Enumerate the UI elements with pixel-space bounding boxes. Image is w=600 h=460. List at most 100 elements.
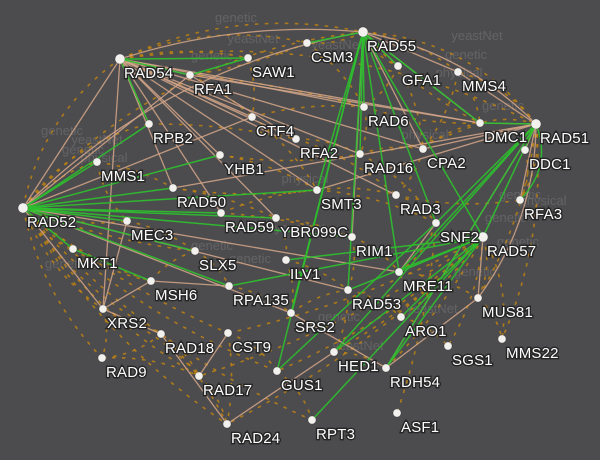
graph-node-MMS1[interactable]	[92, 157, 102, 167]
graph-node-RAD52[interactable]	[17, 202, 29, 214]
edge-type-watermark: yeastNet	[332, 338, 384, 353]
graph-node-ASF1[interactable]	[392, 408, 402, 418]
node-label-ARO1: ARO1	[405, 323, 447, 340]
graph-node-RPB2[interactable]	[144, 119, 154, 129]
node-label-GUS1: GUS1	[281, 377, 323, 394]
graph-node-CTF4[interactable]	[247, 112, 257, 122]
graph-node-RAD16[interactable]	[355, 149, 365, 159]
graph-node-YHB1[interactable]	[215, 150, 225, 160]
node-label-HED1: HED1	[338, 358, 379, 375]
graph-node-RAD17[interactable]	[194, 371, 204, 381]
node-label-RPB2: RPB2	[153, 130, 193, 147]
node-label-SNF2: SNF2	[440, 229, 479, 246]
graph-node-XRS2[interactable]	[98, 304, 108, 314]
graph-node-RAD3[interactable]	[391, 190, 401, 200]
node-label-CSM3: CSM3	[311, 49, 353, 66]
node-layer	[17, 26, 542, 429]
graph-node-YBR099C[interactable]	[271, 213, 281, 223]
graph-node-RAD24[interactable]	[222, 419, 232, 429]
edge-genetic	[479, 118, 537, 125]
node-label-MMS22: MMS22	[506, 345, 559, 362]
edge-genetic	[101, 333, 162, 359]
graph-node-DDC1[interactable]	[520, 145, 530, 155]
graph-node-MRE11[interactable]	[394, 267, 404, 277]
graph-node-RAD6[interactable]	[359, 102, 369, 112]
graph-node-MUS81[interactable]	[473, 293, 483, 303]
graph-node-RIM1[interactable]	[347, 232, 357, 242]
graph-node-SNF2[interactable]	[431, 218, 441, 228]
node-label-SAW1: SAW1	[252, 64, 295, 81]
edge-genetic	[101, 308, 108, 359]
graph-node-RAD54[interactable]	[114, 53, 126, 65]
graph-node-RAD18[interactable]	[156, 329, 166, 339]
node-label-RAD3: RAD3	[400, 201, 441, 218]
graph-node-GFA1[interactable]	[393, 61, 403, 71]
node-label-XRS2: XRS2	[107, 315, 147, 332]
graph-node-ARO1[interactable]	[396, 312, 406, 322]
graph-node-SLX5[interactable]	[190, 246, 200, 256]
graph-node-CST9[interactable]	[223, 328, 233, 338]
graph-node-RAD59[interactable]	[216, 208, 226, 218]
node-label-CPA2: CPA2	[427, 155, 466, 172]
node-label-MMS1: MMS1	[101, 168, 145, 185]
graph-node-RAD51[interactable]	[530, 118, 542, 130]
node-label-SRS2: SRS2	[295, 319, 335, 336]
node-label-YHB1: YHB1	[224, 161, 264, 178]
graph-node-MEC3[interactable]	[122, 216, 132, 226]
edge-genetic	[316, 187, 397, 196]
graph-node-RFA3[interactable]	[515, 195, 525, 205]
edge-genetic	[359, 146, 424, 155]
graph-node-RAD55[interactable]	[357, 26, 369, 38]
graph-node-SRS2[interactable]	[286, 308, 296, 318]
graph-node-RFA1[interactable]	[185, 70, 195, 80]
graph-node-MKT1[interactable]	[68, 244, 78, 254]
node-label-RAD6: RAD6	[368, 113, 409, 130]
graph-node-RAD50[interactable]	[168, 183, 178, 193]
node-label-CTF4: CTF4	[256, 123, 294, 140]
graph-node-SMT3[interactable]	[312, 185, 322, 195]
node-label-RAD55: RAD55	[367, 38, 416, 55]
graph-node-RPA135[interactable]	[224, 281, 234, 291]
graph-node-CPA2[interactable]	[418, 144, 428, 154]
node-label-MMS4: MMS4	[462, 78, 506, 95]
edge-genetic	[251, 104, 365, 118]
edge-genetic	[359, 106, 368, 155]
edge-yeastNet	[362, 31, 365, 108]
node-label-MUS81: MUS81	[482, 304, 533, 321]
graph-node-MMS22[interactable]	[497, 334, 507, 344]
edge-physical	[172, 123, 537, 189]
edge-type-watermark: genetic	[482, 98, 524, 113]
graph-node-RAD53[interactable]	[343, 285, 353, 295]
graph-node-CSM3[interactable]	[302, 38, 312, 48]
graph-node-HED1[interactable]	[329, 347, 339, 357]
graph-node-RPT3[interactable]	[307, 415, 317, 425]
edge-type-watermark: genetic	[215, 10, 257, 25]
node-label-RAD24: RAD24	[231, 430, 280, 447]
node-label-RPA135: RPA135	[233, 292, 289, 309]
graph-node-ILV1[interactable]	[281, 255, 291, 265]
graph-node-SAW1[interactable]	[243, 53, 253, 63]
edge-physical	[102, 280, 152, 310]
graph-node-MMS4[interactable]	[453, 67, 463, 77]
node-label-RIM1: RIM1	[356, 243, 393, 260]
node-label-MSH6: MSH6	[155, 287, 197, 304]
node-label-ASF1: ASF1	[401, 419, 439, 436]
node-label-RAD53: RAD53	[352, 296, 401, 313]
graph-node-GUS1[interactable]	[272, 366, 282, 376]
node-label-DDC1: DDC1	[529, 156, 571, 173]
node-label-RFA1: RFA1	[194, 81, 232, 98]
graph-node-DMC1[interactable]	[475, 118, 485, 128]
edge-yeastNet	[22, 189, 318, 209]
edge-genetic	[347, 236, 356, 291]
graph-node-SGS1[interactable]	[443, 341, 453, 351]
edge-genetic	[219, 153, 361, 162]
graph-node-MSH6[interactable]	[146, 276, 156, 286]
edge-type-watermark: genetic	[454, 264, 496, 279]
graph-node-RFA2[interactable]	[291, 134, 301, 144]
graph-node-RAD57[interactable]	[477, 231, 489, 243]
graph-node-RAD9[interactable]	[97, 353, 107, 363]
edge-type-watermark: genetic	[445, 47, 487, 62]
graph-node-RDH54[interactable]	[381, 363, 391, 373]
node-label-RAD57: RAD57	[487, 243, 536, 260]
